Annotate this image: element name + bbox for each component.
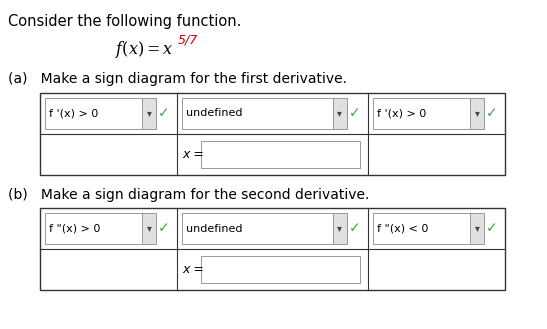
Text: ✓: ✓ [349, 221, 360, 236]
Bar [201, 256, 360, 283]
Bar [373, 213, 484, 244]
Bar [333, 98, 347, 129]
Text: f '(x) > 0: f '(x) > 0 [377, 109, 426, 118]
Text: f "(x) < 0: f "(x) < 0 [377, 223, 428, 234]
Text: f '(x) > 0: f '(x) > 0 [49, 109, 98, 118]
Bar [373, 98, 484, 129]
Text: 5/7: 5/7 [178, 34, 198, 46]
Text: f "(x) > 0: f "(x) > 0 [49, 223, 101, 234]
Text: ▾: ▾ [147, 109, 152, 118]
Bar [142, 213, 156, 244]
Text: ▾: ▾ [147, 223, 152, 234]
Bar [470, 98, 484, 129]
Text: ▾: ▾ [475, 223, 479, 234]
Bar [40, 93, 505, 175]
Bar [182, 98, 347, 129]
Text: ✓: ✓ [486, 107, 498, 120]
Bar [45, 213, 156, 244]
Text: ▾: ▾ [337, 223, 342, 234]
Text: (b)   Make a sign diagram for the second derivative.: (b) Make a sign diagram for the second d… [8, 188, 369, 202]
Text: ✓: ✓ [158, 221, 170, 236]
Text: ✓: ✓ [158, 107, 170, 120]
Text: x =: x = [182, 148, 204, 161]
Text: x =: x = [182, 263, 204, 276]
Bar [182, 213, 347, 244]
Text: (a)   Make a sign diagram for the first derivative.: (a) Make a sign diagram for the first de… [8, 72, 347, 86]
Text: ▾: ▾ [337, 109, 342, 118]
Text: undefined: undefined [186, 223, 243, 234]
Bar [142, 98, 156, 129]
Text: Consider the following function.: Consider the following function. [8, 14, 241, 29]
Text: $f(x) = x$: $f(x) = x$ [115, 39, 174, 61]
Text: undefined: undefined [186, 109, 243, 118]
Text: ✓: ✓ [486, 221, 498, 236]
Bar [40, 208, 505, 290]
Bar [470, 213, 484, 244]
Bar [333, 213, 347, 244]
Text: ▾: ▾ [475, 109, 479, 118]
Text: ✓: ✓ [349, 107, 360, 120]
Bar [201, 141, 360, 168]
Bar [45, 98, 156, 129]
